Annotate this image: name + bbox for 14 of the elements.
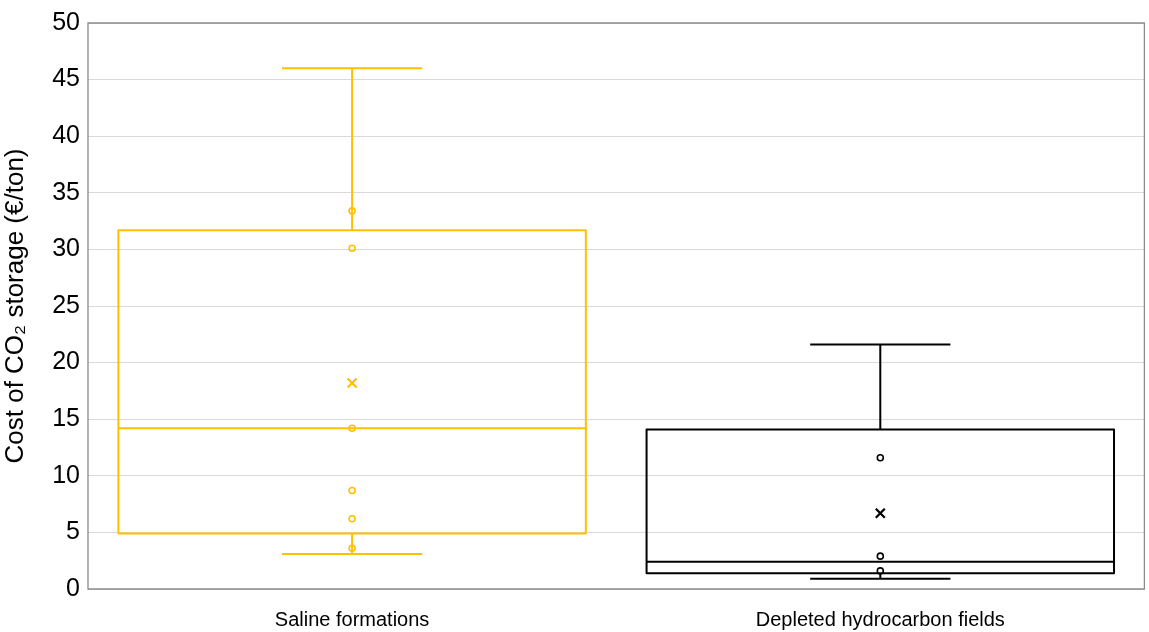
y-tick-label: 15 bbox=[52, 403, 80, 432]
y-axis-title: Cost of CO₂ storage (€/ton) bbox=[0, 148, 29, 464]
y-tick-label: 35 bbox=[52, 176, 80, 205]
y-tick-label: 25 bbox=[52, 289, 80, 318]
y-tick-label: 10 bbox=[52, 459, 80, 488]
y-tick-label: 30 bbox=[52, 233, 80, 262]
y-tick-label: 20 bbox=[52, 346, 80, 375]
y-tick-label: 0 bbox=[66, 572, 80, 601]
y-tick-label: 40 bbox=[52, 120, 80, 149]
x-tick-label: Depleted hydrocarbon fields bbox=[755, 607, 1005, 630]
y-tick-label: 5 bbox=[66, 516, 80, 545]
x-tick-label: Saline formations bbox=[274, 607, 430, 630]
y-tick-label: 50 bbox=[52, 6, 80, 35]
y-tick-label: 45 bbox=[52, 63, 80, 92]
